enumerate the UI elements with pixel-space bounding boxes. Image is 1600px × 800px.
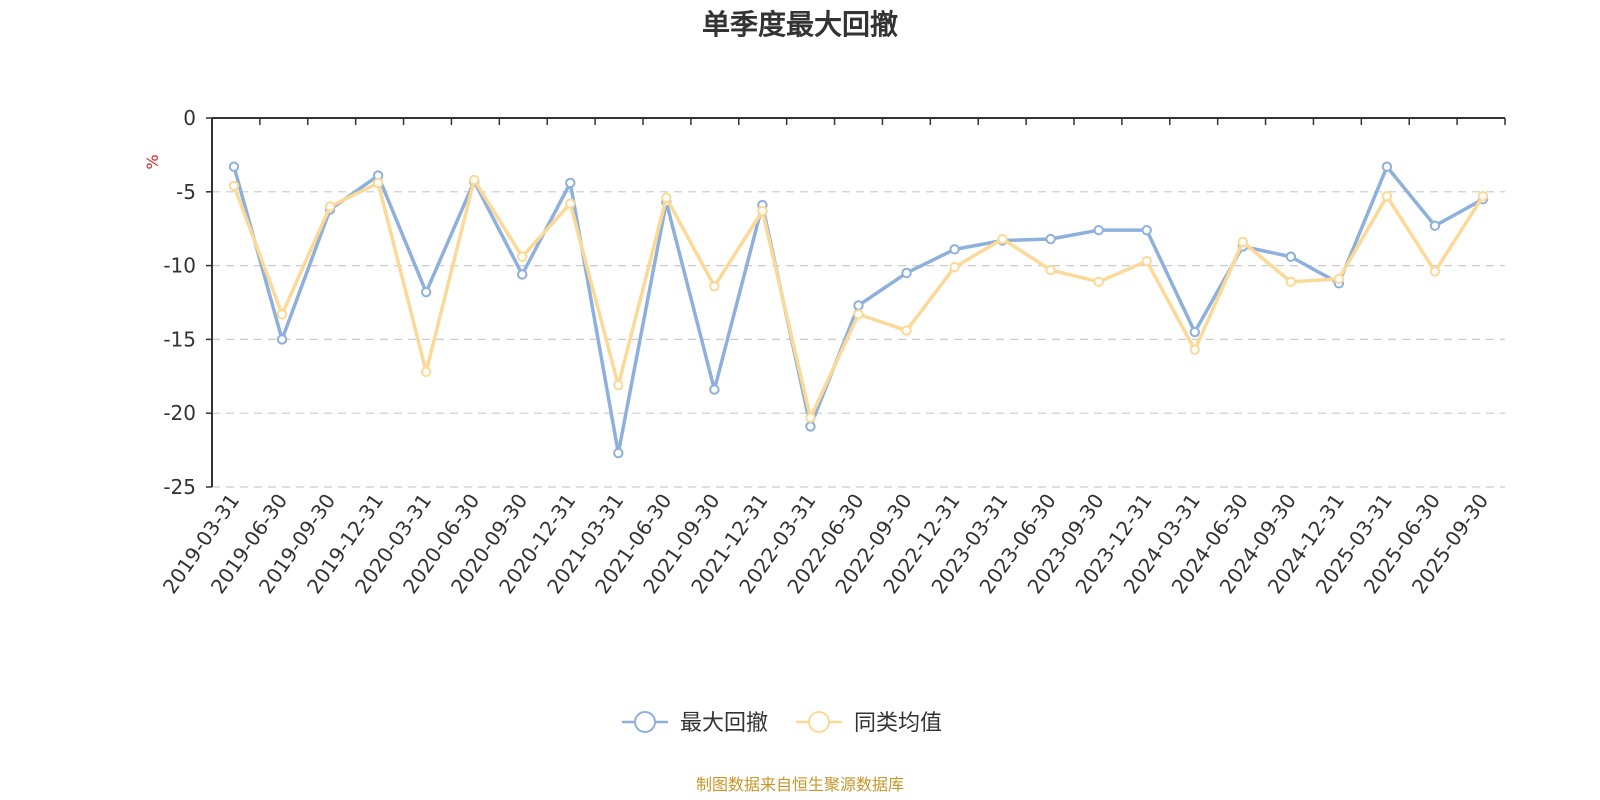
data-point-series-2 bbox=[805, 412, 816, 423]
axes bbox=[211, 117, 1506, 487]
data-point-series-2 bbox=[1285, 276, 1297, 288]
data-point-series-1 bbox=[1189, 326, 1200, 338]
data-point-series-2 bbox=[901, 325, 912, 336]
data-point-series-1 bbox=[565, 177, 576, 189]
data-point-series-2 bbox=[372, 177, 384, 189]
data-point-series-1 bbox=[1093, 224, 1104, 236]
legend[interactable]: 最大回撤 同类均值 bbox=[622, 711, 942, 736]
data-point-series-1 bbox=[1429, 220, 1441, 231]
data-point-series-1 bbox=[1141, 224, 1152, 236]
data-point-series-1 bbox=[276, 334, 288, 345]
legend-marker bbox=[808, 711, 830, 733]
grid-lines bbox=[206, 117, 1505, 488]
y-tick-label: -5 bbox=[176, 180, 196, 204]
y-tick-labels: 0 -5 -10 -15 -20 -25 bbox=[163, 106, 196, 499]
data-point-series-2 bbox=[420, 366, 432, 378]
data-point-series-2 bbox=[565, 198, 576, 209]
legend-item-2[interactable]: 同类均值 bbox=[796, 711, 942, 736]
data-point-series-2 bbox=[1141, 255, 1152, 267]
data-point-series-1 bbox=[901, 267, 912, 279]
data-point-series-2 bbox=[228, 180, 240, 192]
legend-label: 最大回撤 bbox=[680, 711, 768, 736]
data-point-series-2 bbox=[468, 174, 480, 186]
data-point-series-2 bbox=[709, 281, 720, 292]
data-point-series-2 bbox=[661, 192, 672, 203]
data-point-series-1 bbox=[517, 269, 528, 280]
data-point-series-1 bbox=[1285, 251, 1297, 262]
y-tick-label: -20 bbox=[163, 401, 196, 425]
data-point-series-1 bbox=[420, 286, 432, 298]
data-point-series-1 bbox=[949, 244, 960, 255]
data-point-series-1 bbox=[709, 384, 720, 395]
data-point-series-2 bbox=[517, 251, 528, 262]
data-point-series-1 bbox=[1045, 233, 1056, 245]
data-point-series-2 bbox=[1333, 273, 1345, 285]
data-point-series-1 bbox=[613, 447, 624, 459]
data-point-series-2 bbox=[1381, 191, 1393, 202]
data-point-series-2 bbox=[1429, 266, 1441, 277]
chart-title: 单季度最大回撤 bbox=[702, 8, 898, 41]
data-source-note: 制图数据来自恒生聚源数据库 bbox=[696, 775, 904, 794]
data-point-series-2 bbox=[949, 261, 960, 273]
y-tick-label: -10 bbox=[163, 254, 196, 278]
data-point-series-2 bbox=[276, 309, 288, 320]
data-point-series-2 bbox=[1237, 236, 1249, 248]
data-point-series-1 bbox=[805, 421, 816, 432]
data-point-series-2 bbox=[853, 309, 864, 320]
data-point-series-1 bbox=[228, 161, 240, 172]
legend-item-1[interactable]: 最大回撤 bbox=[622, 711, 768, 736]
series-line-2 bbox=[232, 178, 1485, 420]
y-tick-label: 0 bbox=[183, 106, 196, 130]
data-point-series-2 bbox=[757, 205, 768, 217]
data-point-series-2 bbox=[1189, 344, 1200, 355]
data-point-series-2 bbox=[613, 379, 624, 391]
data-point-series-2 bbox=[997, 233, 1008, 245]
series-group bbox=[228, 161, 1489, 459]
data-point-series-1 bbox=[853, 300, 864, 311]
y-tick-label: -25 bbox=[163, 475, 196, 499]
data-point-series-2 bbox=[1045, 264, 1056, 276]
data-point-series-2 bbox=[1477, 191, 1489, 202]
y-tick-label: -15 bbox=[163, 327, 196, 351]
data-point-series-2 bbox=[1093, 276, 1104, 288]
data-point-series-2 bbox=[324, 201, 336, 212]
x-tick-labels: 2019-03-312019-06-302019-09-302019-12-31… bbox=[158, 489, 1493, 598]
legend-label: 同类均值 bbox=[854, 711, 942, 736]
legend-marker bbox=[634, 711, 656, 733]
data-point-series-1 bbox=[1381, 161, 1393, 172]
y-axis-unit: % bbox=[143, 154, 162, 169]
